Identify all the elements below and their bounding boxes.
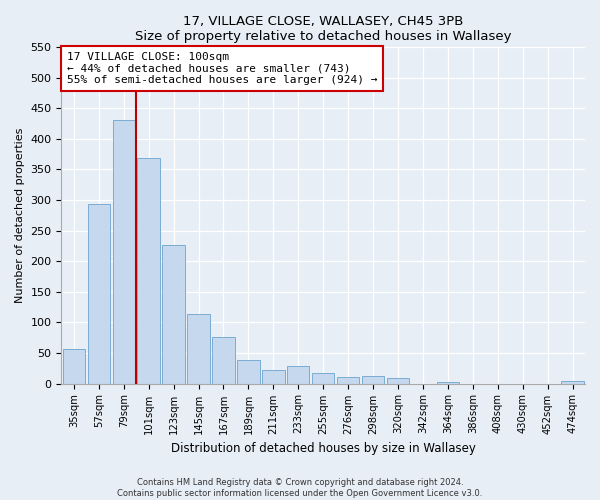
Bar: [262, 370, 284, 384]
Bar: [137, 158, 160, 384]
Bar: [437, 382, 459, 384]
Bar: [387, 378, 409, 384]
Bar: [312, 372, 334, 384]
Bar: [337, 378, 359, 384]
Bar: [187, 314, 210, 384]
Bar: [88, 204, 110, 384]
Bar: [62, 348, 85, 384]
Bar: [362, 376, 384, 384]
Bar: [562, 380, 584, 384]
Bar: [237, 360, 260, 384]
Bar: [113, 120, 135, 384]
Title: 17, VILLAGE CLOSE, WALLASEY, CH45 3PB
Size of property relative to detached hous: 17, VILLAGE CLOSE, WALLASEY, CH45 3PB Si…: [135, 15, 511, 43]
Bar: [212, 337, 235, 384]
Bar: [163, 245, 185, 384]
Text: Contains HM Land Registry data © Crown copyright and database right 2024.
Contai: Contains HM Land Registry data © Crown c…: [118, 478, 482, 498]
Bar: [287, 366, 310, 384]
Y-axis label: Number of detached properties: Number of detached properties: [15, 128, 25, 303]
Text: 17 VILLAGE CLOSE: 100sqm
← 44% of detached houses are smaller (743)
55% of semi-: 17 VILLAGE CLOSE: 100sqm ← 44% of detach…: [67, 52, 377, 85]
X-axis label: Distribution of detached houses by size in Wallasey: Distribution of detached houses by size …: [171, 442, 476, 455]
